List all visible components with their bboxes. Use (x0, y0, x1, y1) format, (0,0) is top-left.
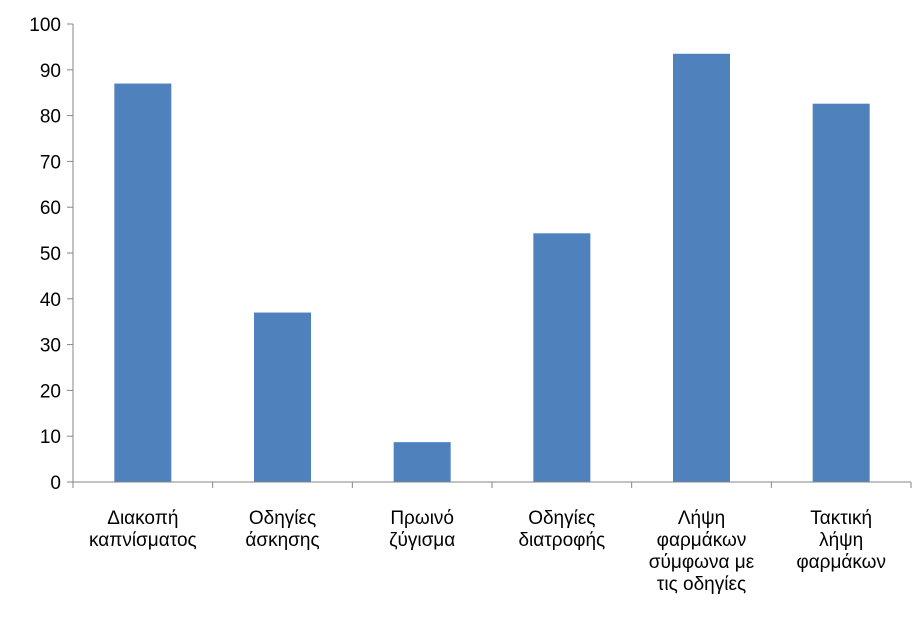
bar (812, 103, 870, 482)
x-category-label-line: σύμφωνα με (649, 552, 755, 573)
y-tick-label: 80 (40, 107, 61, 128)
bar (114, 83, 172, 482)
y-axis-ticks: 0 10 20 30 40 50 60 70 80 90 100 (29, 15, 73, 494)
x-category-label-line: τις οδηγίες (657, 574, 746, 595)
axes (72, 24, 912, 488)
x-category-label: Λήψη φαρμάκων σύμφωνα με τις οδηγίες (649, 508, 755, 595)
y-tick-label: 20 (40, 381, 61, 402)
bar (254, 312, 311, 482)
y-tick-label: 50 (40, 244, 61, 265)
bar (533, 233, 591, 482)
bar (673, 53, 730, 483)
y-tick-label: 0 (50, 473, 61, 494)
bar (393, 442, 451, 482)
x-category-label-line: Οδηγίες (528, 508, 595, 529)
y-tick-label: 100 (29, 15, 61, 36)
x-category-label-line: Πρωινό (390, 508, 454, 529)
y-tick-label: 10 (40, 427, 61, 448)
y-tick-label: 30 (40, 336, 61, 357)
y-tick-label: 90 (40, 61, 61, 82)
x-category-label: Οδηγίες διατροφής (518, 508, 605, 551)
x-category-label-line: λήψη (819, 530, 863, 551)
x-category-label-line: διατροφής (518, 530, 605, 551)
x-category-label-line: άσκησης (245, 530, 319, 551)
x-category-label-line: ζύγισμα (389, 530, 455, 551)
y-tick-label: 60 (40, 198, 61, 219)
x-category-label: Διακοπή καπνίσματος (89, 508, 197, 551)
x-category-label-line: καπνίσματος (89, 530, 197, 551)
x-category-label-line: Τακτική (810, 508, 872, 529)
y-tick-label: 40 (40, 290, 61, 311)
x-category-label-line: Λήψη (678, 508, 725, 529)
y-tick-label: 70 (40, 152, 61, 173)
x-category-label: Τακτική λήψη φαρμάκων (796, 508, 886, 573)
x-category-label-line: φαρμάκων (657, 530, 747, 551)
x-category-label-line: Διακοπή (107, 508, 178, 529)
x-category-label-line: φαρμάκων (796, 552, 886, 573)
x-category-label-line: Οδηγίες (249, 508, 316, 529)
x-category-label: Οδηγίες άσκησης (245, 508, 319, 551)
x-category-label: Πρωινό ζύγισμα (389, 508, 455, 551)
bars (114, 53, 870, 483)
